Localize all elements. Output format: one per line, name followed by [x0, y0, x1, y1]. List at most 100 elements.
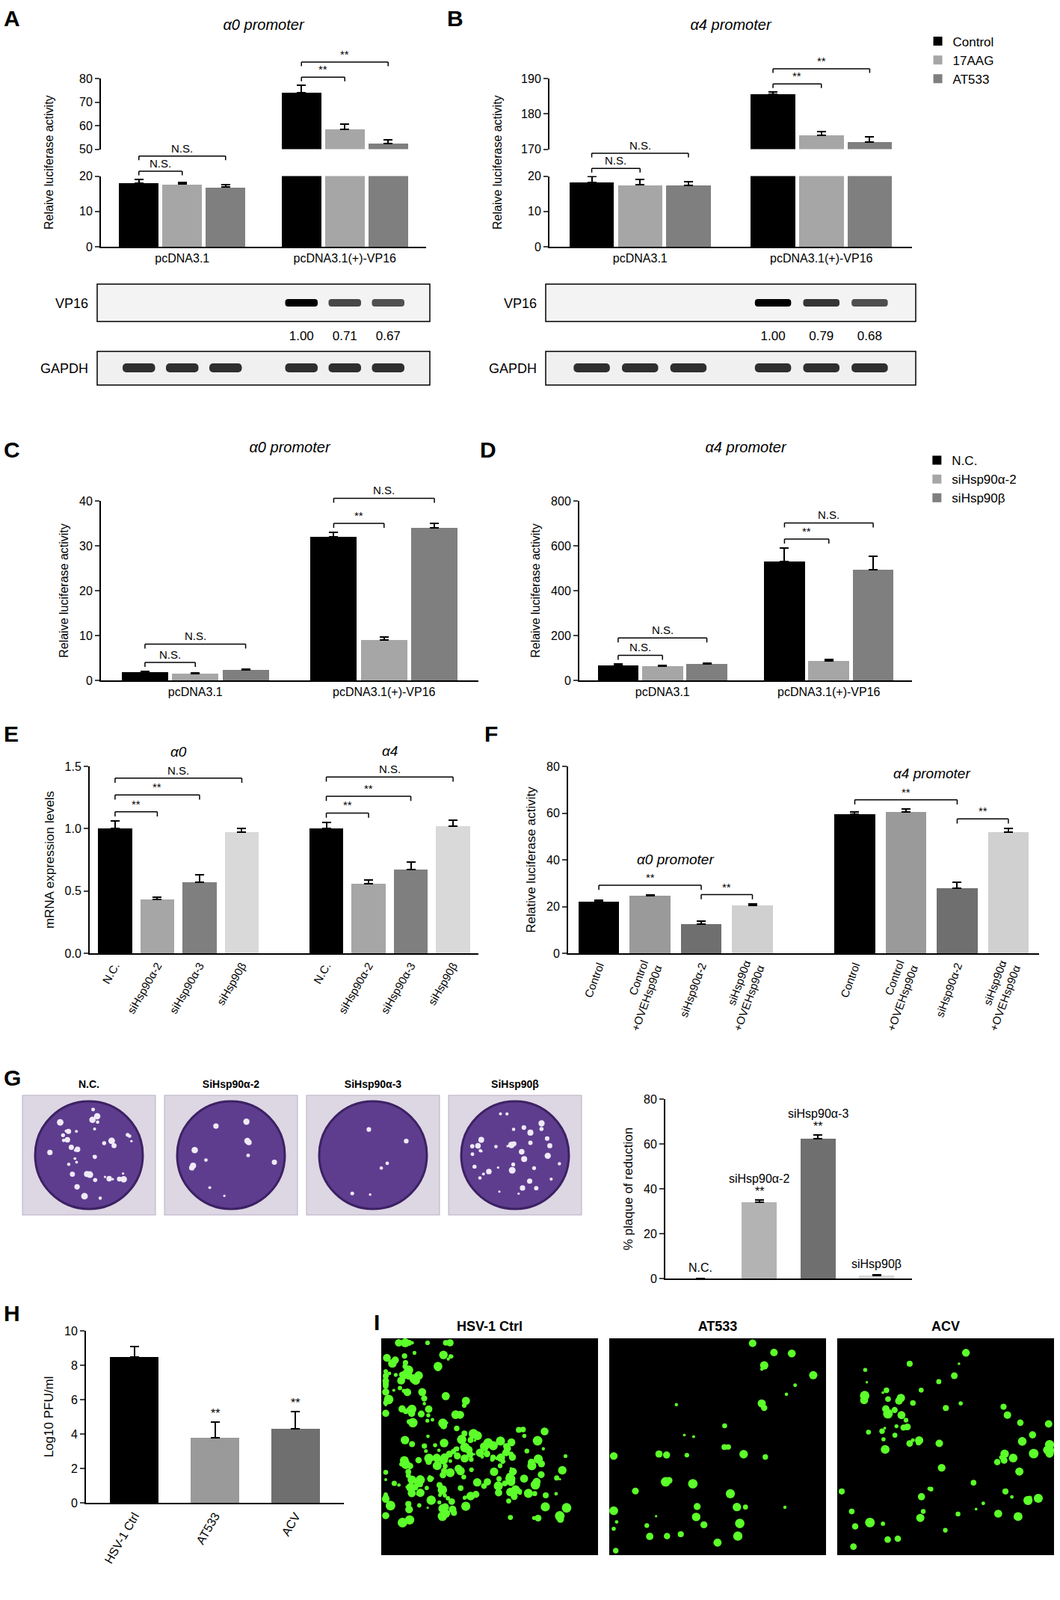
svg-text:VP16: VP16	[55, 296, 89, 311]
svg-text:17AAG: 17AAG	[953, 53, 995, 69]
svg-text:1.0: 1.0	[65, 822, 82, 835]
svg-text:**: **	[290, 1396, 300, 1410]
svg-text:**: **	[645, 870, 655, 884]
svg-text:40: 40	[79, 494, 93, 508]
svg-text:N.C.: N.C.	[951, 453, 978, 468]
svg-text:20: 20	[527, 169, 542, 183]
svg-text:0.67: 0.67	[376, 328, 401, 344]
svg-text:**: **	[901, 785, 911, 799]
svg-text:60: 60	[79, 119, 93, 133]
svg-text:N.S.: N.S.	[167, 763, 190, 777]
svg-text:siHsp90α-2: siHsp90α-2	[951, 472, 1016, 487]
svg-text:0: 0	[85, 674, 93, 687]
svg-text:10: 10	[79, 204, 93, 218]
svg-text:**: **	[343, 798, 353, 812]
svg-text:Relaive luciferase activity: Relaive luciferase activity	[57, 523, 71, 658]
svg-text:α0 promoter: α0 promoter	[248, 438, 331, 456]
svg-text:HSV-1 Ctrl: HSV-1 Ctrl	[102, 1510, 143, 1566]
svg-text:**: **	[210, 1406, 220, 1420]
svg-text:pcDNA3.1: pcDNA3.1	[635, 685, 690, 699]
svg-text:GAPDH: GAPDH	[40, 361, 89, 377]
svg-text:1.5: 1.5	[65, 760, 82, 773]
svg-text:siHsp90α+OVEHsp90α: siHsp90α+OVEHsp90α	[973, 958, 1023, 1034]
svg-text:**: **	[152, 780, 162, 794]
svg-text:pcDNA3.1: pcDNA3.1	[154, 251, 210, 265]
svg-text:70: 70	[79, 95, 93, 109]
svg-text:Control: Control	[581, 960, 607, 999]
svg-text:40: 40	[546, 853, 560, 867]
svg-text:siHsp90β: siHsp90β	[425, 959, 460, 1007]
svg-text:50: 50	[79, 142, 93, 156]
svg-text:N.S.: N.S.	[817, 508, 840, 522]
svg-text:180: 180	[521, 107, 542, 121]
svg-text:20: 20	[79, 169, 93, 183]
svg-text:siHsp90α-3: siHsp90α-3	[378, 959, 418, 1016]
svg-text:mRNA expression levels: mRNA expression levels	[42, 790, 57, 929]
svg-text:0: 0	[534, 240, 542, 254]
svg-text:siHsp90α-2: siHsp90α-2	[335, 959, 376, 1016]
svg-text:pcDNA3.1(+)-VP16: pcDNA3.1(+)-VP16	[332, 685, 436, 699]
svg-text:AT533: AT533	[953, 72, 990, 87]
svg-text:0: 0	[553, 947, 560, 960]
svg-text:ACV: ACV	[279, 1510, 303, 1538]
svg-text:SiHsp90α-3: SiHsp90α-3	[344, 1077, 403, 1090]
svg-text:% plaque of reduction: % plaque of reduction	[621, 1127, 636, 1250]
svg-text:VP16: VP16	[503, 296, 537, 311]
svg-text:α4 promoter: α4 promoter	[893, 765, 971, 782]
svg-text:pcDNA3.1(+)-VP16: pcDNA3.1(+)-VP16	[777, 685, 880, 699]
svg-text:pcDNA3.1: pcDNA3.1	[168, 685, 223, 699]
svg-text:N.S.: N.S.	[159, 648, 181, 661]
svg-text:**: **	[340, 47, 350, 61]
svg-text:N.C.: N.C.	[99, 959, 122, 986]
svg-text:pcDNA3.1: pcDNA3.1	[612, 251, 668, 265]
svg-text:Relative luciferase activity: Relative luciferase activity	[524, 786, 539, 933]
svg-text:siHsp90α-2: siHsp90α-2	[932, 960, 965, 1019]
svg-text:N.S.: N.S.	[149, 156, 172, 170]
svg-text:N.S.: N.S.	[171, 142, 193, 155]
svg-text:siHsp90α+OVEHsp90α: siHsp90α+OVEHsp90α	[717, 958, 767, 1034]
svg-text:20: 20	[546, 900, 560, 913]
svg-text:400: 400	[550, 584, 572, 598]
svg-text:0.68: 0.68	[857, 328, 883, 344]
svg-text:170: 170	[521, 142, 542, 156]
svg-text:Relaive luciferase activity: Relaive luciferase activity	[529, 523, 542, 658]
svg-text:1.00: 1.00	[760, 328, 786, 344]
svg-text:**: **	[978, 804, 988, 818]
svg-text:**: **	[131, 797, 141, 811]
svg-text:**: **	[792, 69, 802, 83]
svg-text:Control+OVEHsp90α: Control+OVEHsp90α	[870, 958, 921, 1034]
svg-text:0.5: 0.5	[65, 884, 82, 898]
svg-text:α4 promoter: α4 promoter	[689, 16, 772, 33]
svg-text:Log10 PFU/ml: Log10 PFU/ml	[41, 1376, 57, 1458]
svg-text:pcDNA3.1(+)-VP16: pcDNA3.1(+)-VP16	[293, 251, 397, 265]
svg-text:600: 600	[550, 539, 572, 553]
svg-text:40: 40	[643, 1182, 658, 1196]
svg-text:60: 60	[546, 806, 560, 820]
svg-text:N.S.: N.S.	[651, 623, 674, 637]
svg-text:0.71: 0.71	[332, 328, 358, 344]
svg-text:4: 4	[71, 1427, 78, 1441]
svg-text:siHsp90β: siHsp90β	[951, 491, 1005, 506]
svg-text:siHsp90α-2: siHsp90α-2	[728, 1172, 790, 1185]
svg-text:α4 promoter: α4 promoter	[704, 438, 787, 456]
svg-text:2: 2	[71, 1462, 78, 1475]
svg-text:**: **	[802, 524, 812, 538]
svg-text:GAPDH: GAPDH	[488, 361, 537, 377]
svg-text:siHsp90α-2: siHsp90α-2	[124, 959, 165, 1016]
svg-text:N.C.: N.C.	[78, 1077, 100, 1090]
svg-text:0.0: 0.0	[65, 947, 82, 960]
svg-text:**: **	[817, 54, 827, 68]
svg-text:α0: α0	[170, 743, 187, 760]
svg-text:siHsp90β: siHsp90β	[213, 959, 249, 1007]
svg-text:SiHsp90α-2: SiHsp90α-2	[202, 1077, 261, 1090]
svg-text:200: 200	[550, 629, 572, 643]
svg-text:0: 0	[650, 1272, 658, 1286]
svg-text:Relaive luciferase activity: Relaive luciferase activity	[491, 94, 504, 230]
svg-text:0: 0	[85, 240, 93, 254]
svg-text:0: 0	[564, 674, 572, 687]
svg-text:HSV-1 Ctrl: HSV-1 Ctrl	[456, 1318, 523, 1334]
svg-text:0: 0	[71, 1496, 78, 1510]
svg-text:10: 10	[64, 1324, 78, 1338]
svg-text:N.S.: N.S.	[629, 640, 652, 654]
svg-text:siHsp90α-2: siHsp90α-2	[677, 960, 709, 1019]
